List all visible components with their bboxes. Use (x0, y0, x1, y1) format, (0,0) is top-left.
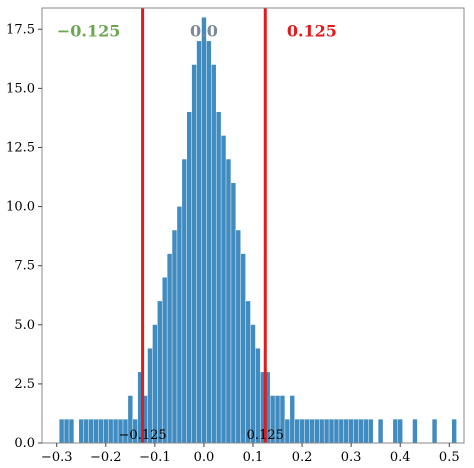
x-tick-label: 0.2 (292, 450, 313, 465)
histogram-bar (358, 419, 364, 443)
chart-annotations: −0.125 0.0 0.125 (57, 21, 337, 40)
histogram-bar (133, 419, 138, 443)
x-tick-label: −0.1 (139, 450, 171, 465)
histogram-bar (324, 419, 329, 443)
threshold-line-label: −0.125 (119, 428, 167, 443)
x-tick-label: −0.2 (90, 450, 122, 465)
histogram-bar (221, 135, 226, 443)
histogram-bar (93, 419, 99, 443)
histogram-bar (344, 419, 349, 443)
y-tick-label: 17.5 (6, 22, 35, 37)
histogram-bar (152, 324, 158, 443)
histogram-bar (304, 419, 310, 443)
histogram-bar (147, 348, 153, 443)
y-tick-label: 7.5 (14, 259, 35, 274)
histogram-bar (368, 419, 373, 443)
histogram-bar (378, 419, 383, 443)
histogram-bar (299, 419, 305, 443)
x-axis-ticks: −0.3 −0.2 −0.1 0.0 0.1 0.2 0.3 0.4 0.5 (41, 443, 460, 465)
histogram-bar (309, 419, 315, 443)
histogram-bar (142, 395, 148, 443)
y-tick-label: 10.0 (6, 200, 35, 215)
histogram-bar (393, 419, 398, 443)
histogram-bar (59, 419, 64, 443)
histogram-bar (69, 419, 74, 443)
histogram-bar (334, 419, 339, 443)
histogram-bar (226, 159, 231, 444)
y-tick-label: 5.0 (14, 318, 35, 333)
histogram-bar (451, 419, 457, 443)
histogram-bar (211, 64, 216, 444)
histogram-bar (196, 41, 202, 443)
histogram-bar (191, 64, 197, 444)
histogram-bar (240, 253, 246, 443)
x-tick-label: 0.0 (194, 450, 215, 465)
histogram-bar (231, 182, 236, 443)
histogram-bar (167, 253, 172, 443)
annotation-label: 0.0 (190, 21, 218, 40)
histogram-bar (432, 419, 437, 443)
histogram-bar (275, 395, 280, 443)
histogram-bar (201, 17, 207, 444)
threshold-line-label: 0.125 (247, 428, 284, 443)
x-tick-label: −0.3 (41, 450, 73, 465)
histogram-bar (260, 372, 266, 443)
histogram-bar (137, 372, 143, 443)
histogram-bar (103, 419, 108, 443)
histogram-bar (79, 419, 84, 443)
histogram-bar (98, 419, 104, 443)
histogram-bar (265, 372, 270, 443)
histogram-bar (339, 419, 344, 443)
histogram-bar (128, 395, 133, 443)
histogram-bar (353, 419, 359, 443)
histogram-bar (290, 395, 295, 443)
histogram-bar (187, 112, 192, 444)
histogram-bar (314, 419, 319, 443)
histogram-bar (118, 419, 123, 443)
histogram-bar (348, 419, 354, 443)
histogram-bar (157, 301, 162, 443)
histogram-bar (285, 419, 290, 443)
annotation-label: 0.125 (287, 21, 337, 40)
histogram-bar (280, 395, 285, 443)
histogram-bar (245, 301, 251, 443)
histogram-bar (270, 395, 275, 443)
annotation-label: −0.125 (57, 21, 121, 40)
histogram-bar (216, 112, 221, 444)
x-tick-label: 0.4 (390, 450, 411, 465)
histogram-bar (250, 324, 256, 443)
histogram-bar (294, 419, 300, 443)
histogram-bar (412, 419, 418, 443)
histogram-bar (162, 277, 167, 443)
histogram-bar (172, 230, 177, 443)
histogram-bar (83, 419, 89, 443)
histogram-bar (177, 206, 182, 443)
x-tick-label: 0.3 (341, 450, 362, 465)
y-tick-label: 12.5 (6, 140, 35, 155)
histogram-bar (319, 419, 324, 443)
histogram-bar (123, 419, 128, 443)
histogram-bar (329, 419, 334, 443)
x-tick-label: 0.5 (439, 450, 460, 465)
histogram-bar (255, 348, 261, 443)
y-tick-label: 15.0 (6, 81, 35, 96)
histogram-bar (398, 419, 403, 443)
histogram-bar (363, 419, 369, 443)
histogram-bar (182, 159, 187, 444)
histogram-bar (236, 230, 241, 443)
histogram-bar (108, 419, 113, 443)
histogram-bars (59, 17, 457, 444)
histogram-bar (113, 419, 118, 443)
threshold-lines: −0.125 0.125 (119, 8, 284, 443)
x-tick-label: 0.1 (243, 450, 264, 465)
y-tick-label: 0.0 (14, 436, 35, 451)
histogram-bar (88, 419, 94, 443)
y-axis-ticks: 0.0 2.5 5.0 7.5 10.0 12.5 15.0 17.5 (6, 22, 42, 451)
y-tick-label: 2.5 (14, 377, 35, 392)
histogram-bar (206, 41, 212, 443)
histogram-bar (64, 419, 69, 443)
